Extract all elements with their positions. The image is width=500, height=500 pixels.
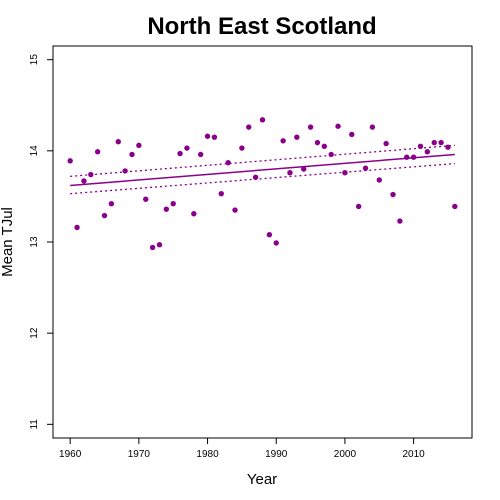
y-tick-label: 13 [29,236,40,248]
data-point [218,190,224,197]
data-point [307,124,314,130]
data-point [225,159,231,166]
data-point [321,143,328,149]
data-point [294,134,300,140]
data-point [170,201,176,207]
data-point [239,145,245,151]
x-tick-label: 1970 [128,449,151,460]
data-point [252,174,259,180]
data-point [191,211,197,217]
data-point [410,154,417,160]
data-point [101,212,108,219]
x-tick-label: 1990 [265,449,288,460]
y-axis: 11 12 13 14 15 [29,54,54,430]
data-point [163,206,170,212]
data-point [417,143,424,149]
data-point [266,232,273,238]
x-axis-label: Year [247,471,277,488]
trend-line [70,153,455,187]
data-point [129,151,135,158]
data-point [143,196,149,202]
trend-upper-bound [70,144,455,178]
data-point [232,207,238,213]
data-point [431,139,437,146]
data-point [397,218,403,224]
data-point [355,203,362,210]
data-point [122,168,128,174]
data-point [115,139,121,145]
data-point [156,242,163,248]
data-point [88,171,94,178]
x-tick-label: 2010 [402,449,425,460]
data-point [369,124,376,130]
trend-lower-bound [70,162,455,195]
data-point [211,134,218,140]
data-point [108,201,115,207]
data-point [184,145,190,151]
data-point [452,203,458,210]
data-point [259,117,266,123]
data-point [273,240,279,246]
data-point [349,131,355,138]
x-axis: 1960 1970 1980 1990 2000 2010 [59,437,425,460]
x-tick-label: 1980 [196,449,219,460]
data-point [204,133,211,139]
data-point [177,150,183,157]
data-point [81,178,87,184]
data-point [328,151,334,158]
data-point [438,139,444,146]
data-point [376,177,382,183]
data-point [301,166,307,172]
data-point [362,165,369,171]
plot-frame [52,45,473,439]
data-point [342,170,348,176]
chart-title: North East Scotland [147,13,376,40]
y-tick-label: 15 [29,54,40,66]
data-point [149,244,156,251]
data-point [74,224,80,231]
data-point [246,124,252,130]
data-point [287,170,293,176]
plot-area [52,45,473,439]
data-point [314,139,321,146]
data-point [280,138,286,144]
x-tick-label: 1960 [59,449,82,460]
x-tick-label: 2000 [334,449,357,460]
data-point [390,191,396,198]
data-point [67,158,73,164]
data-point [94,149,101,155]
data-point [197,151,204,158]
y-tick-label: 14 [29,145,40,157]
data-point [424,149,431,155]
data-point [404,154,410,160]
data-point [136,142,142,149]
y-axis-label: Mean TJul [0,207,16,277]
y-tick-label: 12 [29,327,40,339]
data-point [445,144,451,150]
data-point [383,140,389,147]
y-tick-label: 11 [29,419,40,430]
data-point [335,123,341,129]
